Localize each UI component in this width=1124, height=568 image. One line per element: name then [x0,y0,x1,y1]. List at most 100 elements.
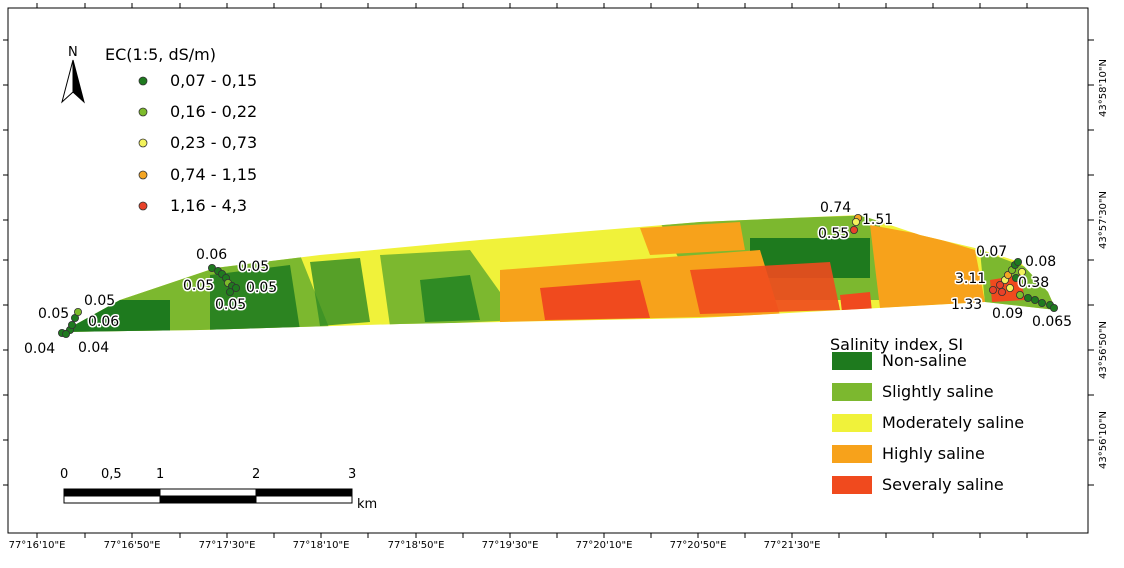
si-legend-label: Highly saline [882,444,985,463]
point-label-halo: 1.51 [862,212,893,228]
point-label: 1.51 [862,212,893,228]
scale-unit: km [357,497,377,512]
ec-legend-label: 0,16 - 0,22 [170,102,257,121]
latitude-labels: 43°58'10"N 43°57'30"N 43°56'50"N 43°56'10"N [1098,59,1109,469]
point-label: 0.74 [820,200,851,216]
point-label: 0.07 [976,244,1007,260]
sample-point [850,225,859,234]
longitude-label: 77°19'30"E [482,540,539,551]
point-label-halo: 1.33 [951,297,982,313]
point-label: 0.08 [1025,254,1056,270]
longitude-label: 77°16'50"E [104,540,161,551]
scale-bar: 0 0,5 1 2 3 km [60,467,377,512]
sample-point [1038,298,1047,307]
north-arrow: N [61,45,85,104]
point-label: 0.05 [38,306,69,322]
si-legend-swatch [832,445,872,463]
point-label-halo: 3.11 [955,271,986,287]
longitude-label: 77°18'10"E [293,540,350,551]
point-label: 0.06 [196,247,227,263]
point-label: 0.05 [215,297,246,313]
longitude-label: 77°21'30"E [764,540,821,551]
point-label-halo: 0.38 [1018,275,1049,291]
sample-points [58,213,1059,338]
sample-point [1006,283,1015,292]
ec-legend-title: EC(1:5, dS/m) [105,45,216,64]
longitude-label: 77°20'10"E [576,540,633,551]
latitude-label: 43°58'10"N [1098,59,1109,117]
point-label-halo: 0.04 [78,340,109,356]
point-label-halo: 0.065 [1032,314,1072,330]
si-legend-swatch [832,414,872,432]
longitude-label: 77°17'30"E [199,540,256,551]
point-label: 0.09 [992,306,1023,322]
point-label-halo: 0.05 [215,297,246,313]
point-label: 0.06 [88,314,119,330]
ec-legend: EC(1:5, dS/m) 0,07 - 0,15 0,16 - 0,22 0,23… [105,45,257,215]
ec-legend-symbol-icon [138,76,148,86]
north-arrow-right-icon [72,59,85,104]
point-label-halo: 0.05 [246,280,277,296]
north-label: N [68,45,78,60]
point-label-halo: 0.07 [976,244,1007,260]
ec-legend-symbol-icon [138,201,148,211]
point-label: 3.11 [955,271,986,287]
sample-point [989,285,998,294]
ec-legend-symbol-icon [138,107,148,117]
sample-point [998,287,1007,296]
si-legend-swatch [832,352,872,370]
si-legend-label: Severaly saline [882,475,1004,494]
si-legend-title: Salinity index, SI [830,335,963,354]
latitude-label: 43°56'10"N [1098,411,1109,469]
si-legend: Salinity index, SI Non-saline Slightly sa… [830,335,1024,494]
si-legend-label: Slightly saline [882,382,994,401]
ec-legend-label: 0,74 - 1,15 [170,165,257,184]
point-label-halo: 0.04 [24,341,55,357]
point-label-halo: 0.09 [992,306,1023,322]
scale-tick-1: 1 [156,467,164,482]
point-label: 0.04 [24,341,55,357]
scale-tick-0-5: 0,5 [101,467,122,482]
latitude-label: 43°57'30"N [1098,191,1109,249]
longitude-ticks [36,3,1028,538]
ec-legend-symbol-icon [138,138,148,148]
latitude-label: 43°56'50"N [1098,321,1109,379]
scale-tick-3: 3 [348,467,356,482]
point-label-halo: 0.06 [88,314,119,330]
sample-point [1016,290,1025,299]
point-label-halo: 0.05 [238,259,269,275]
point-label-halo: 0.05 [38,306,69,322]
sample-point [1050,303,1059,312]
ec-legend-label: 1,16 - 4,3 [170,196,247,215]
sample-point [1014,257,1023,266]
si-legend-label: Non-saline [882,351,967,370]
point-label-halo: 0.74 [820,200,851,216]
sample-point [1018,267,1027,276]
longitude-label: 77°16'10"E [9,540,66,551]
point-label-halo: 0.55 [818,226,849,242]
ec-legend-label: 0,07 - 0,15 [170,71,257,90]
point-label: 0.05 [84,293,115,309]
scale-tick-2: 2 [252,467,260,482]
point-label: 0.05 [183,278,214,294]
longitude-label: 77°20'50"E [670,540,727,551]
point-label-halo: 0.06 [196,247,227,263]
point-label-halo: 0.05 [183,278,214,294]
sample-point [68,320,77,329]
point-label: 0.05 [246,280,277,296]
longitude-labels: 77°16'10"E 77°16'50"E 77°17'30"E 77°18'10"E… [9,540,821,551]
ec-legend-symbol-icon [138,170,148,180]
sample-point [1031,295,1040,304]
ec-legend-label: 0,23 - 0,73 [170,133,257,152]
latitude-ticks [3,39,1094,486]
point-label: 0.55 [818,226,849,242]
point-label: 0.05 [238,259,269,275]
point-label: 0.04 [78,340,109,356]
sample-point [225,287,234,296]
point-labels: 0.050.050.050.05 0.060.060.040.04 0.040.04… [23,199,1074,359]
point-label: 0.065 [1032,314,1072,330]
point-label-halo: 0.05 [84,293,115,309]
scale-tick-0: 0 [60,467,68,482]
sample-point [62,329,71,338]
